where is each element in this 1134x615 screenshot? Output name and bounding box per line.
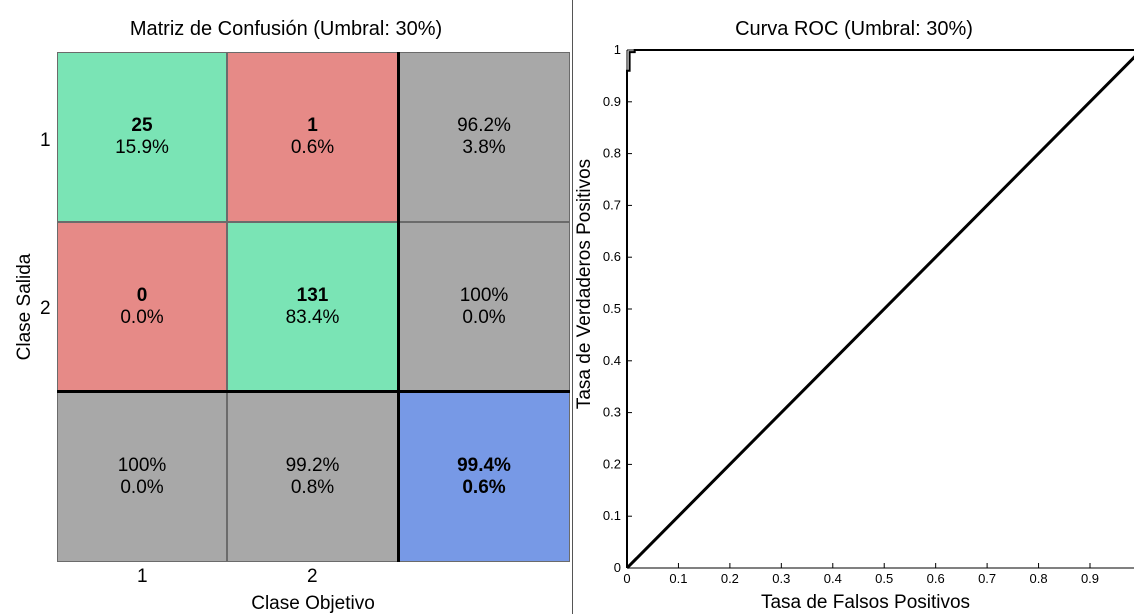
- cell-count: 1: [307, 115, 318, 136]
- x-tick-label: 0.8: [1030, 571, 1048, 586]
- cm-cell-1-2: 1 0.6%: [227, 52, 398, 222]
- cm-cell-3-2: 99.2% 0.8%: [227, 391, 398, 562]
- x-tick-label: 0.2: [721, 571, 739, 586]
- cell-value: 99.4%: [457, 454, 511, 476]
- panel-divider: [572, 0, 573, 614]
- y-tick-label: 0.2: [603, 456, 621, 471]
- y-axis-label: Clase Salida: [14, 253, 35, 361]
- y-tick-label: 0.4: [603, 353, 621, 368]
- y-tick-label: 0.3: [603, 405, 621, 420]
- x-tick-label: 0.1: [669, 571, 687, 586]
- cell-percent: 15.9%: [115, 137, 169, 158]
- cell-percent: 0.6%: [290, 137, 335, 158]
- cell-count: 0: [136, 284, 148, 306]
- cell-percent: 0.0%: [120, 306, 164, 328]
- cm-cell-2-2: 131 83.4%: [227, 222, 398, 391]
- x-axis-label: Clase Objetivo: [251, 593, 375, 614]
- y-tick-label: 0.6: [603, 249, 621, 264]
- cm-cell-1-1: 25 15.9%: [57, 52, 227, 222]
- x-tick-label: 0.4: [824, 571, 842, 586]
- cm-cell-3-3: 99.4% 0.6%: [398, 391, 570, 562]
- roc-panel: Curva ROC (Umbral: 30%) 0 0.1 0.2 0.3 0.4 0.5…: [574, 0, 1134, 614]
- x-tick-label: 0: [623, 571, 630, 586]
- cell-value: 99.2%: [285, 454, 340, 476]
- x-tick-label: 0.9: [1081, 571, 1099, 586]
- col-label-2: 2: [307, 566, 318, 587]
- confusion-matrix-title: Matriz de Confusión (Umbral: 30%): [129, 18, 443, 40]
- y-tick-label: 0.5: [603, 301, 621, 316]
- cell-error-value: 3.8%: [462, 137, 506, 158]
- cell-percent: 83.4%: [285, 306, 340, 328]
- summary-separator-vertical: [397, 52, 400, 562]
- cell-count: 131: [296, 284, 329, 306]
- y-tick-label: 0: [614, 560, 621, 575]
- cell-value: 100%: [459, 284, 509, 306]
- diagonal-reference-line: [625, 55, 1134, 570]
- confusion-matrix-panel: Matriz de Confusión (Umbral: 30%) 25 15.9…: [14, 18, 570, 614]
- x-axis-label: Tasa de Falsos Positivos: [761, 592, 970, 613]
- x-tick-label: 0.7: [978, 571, 996, 586]
- y-tick-label: 0.9: [603, 94, 621, 109]
- x-tick-label: 0.6: [927, 571, 945, 586]
- cell-error-value: 0.0%: [462, 306, 506, 328]
- roc-chart: 0 0.1 0.2 0.3 0.4 0.5 0.6 0.7 0.8 0.9 0 0.1 0.2 0.3 0.…: [574, 42, 1134, 613]
- cell-value: 100%: [117, 454, 167, 476]
- cell-count: 25: [131, 115, 153, 136]
- y-tick-label: 0.8: [603, 146, 621, 161]
- roc-title: Curva ROC (Umbral: 30%): [735, 18, 973, 40]
- y-axis-label: Tasa de Verdaderos Positivos: [574, 159, 595, 409]
- y-tick-label: 0.7: [603, 197, 621, 212]
- cm-cell-2-3: 100% 0.0%: [398, 222, 570, 391]
- col-label-1: 1: [137, 566, 148, 587]
- row-label-2: 2: [40, 298, 51, 319]
- row-label-1: 1: [40, 130, 51, 151]
- x-tick-label: 0.5: [875, 571, 893, 586]
- confusion-matrix-grid: 25 15.9% 1 0.6% 96.2% 3.8% 0 0.0% 131 83.4% 100% 0.…: [57, 52, 570, 562]
- cell-error-value: 0.0%: [120, 476, 164, 498]
- cm-cell-1-3: 96.2% 3.8%: [398, 52, 570, 222]
- cell-error-value: 0.6%: [462, 476, 506, 498]
- cell-value: 96.2%: [457, 115, 511, 136]
- y-tick-label: 0.1: [603, 508, 621, 523]
- summary-separator-horizontal: [57, 390, 570, 393]
- roc-curve-line: [626, 49, 1134, 568]
- cm-cell-2-1: 0 0.0%: [57, 222, 227, 391]
- cm-cell-3-1: 100% 0.0%: [57, 391, 227, 562]
- x-tick-label: 0.3: [772, 571, 790, 586]
- y-tick-label: 1: [614, 42, 621, 57]
- cell-error-value: 0.8%: [290, 476, 335, 498]
